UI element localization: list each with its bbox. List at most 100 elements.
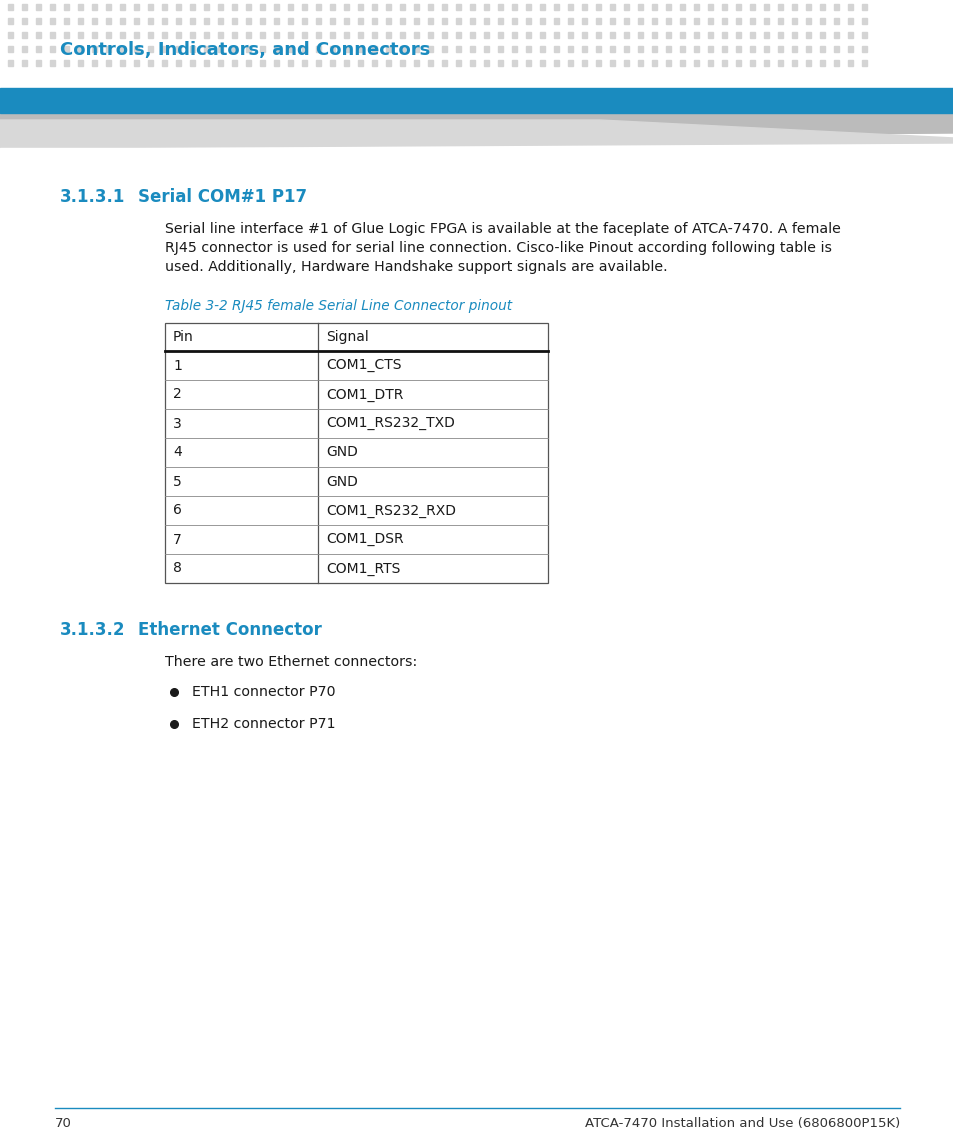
Bar bbox=[36, 3, 41, 10]
Text: 3.1.3.1: 3.1.3.1 bbox=[60, 188, 125, 206]
Bar bbox=[232, 46, 236, 52]
Bar bbox=[847, 60, 852, 66]
Bar bbox=[609, 46, 615, 52]
Bar bbox=[344, 3, 349, 10]
Bar bbox=[749, 46, 754, 52]
Bar bbox=[288, 3, 293, 10]
Bar bbox=[665, 32, 670, 38]
Text: There are two Ethernet connectors:: There are two Ethernet connectors: bbox=[165, 655, 416, 669]
Bar bbox=[260, 3, 265, 10]
Bar bbox=[833, 32, 838, 38]
Bar bbox=[175, 18, 181, 24]
Bar bbox=[162, 32, 167, 38]
Bar bbox=[483, 60, 489, 66]
Bar bbox=[651, 18, 657, 24]
Bar bbox=[288, 32, 293, 38]
Bar bbox=[623, 60, 628, 66]
Bar bbox=[862, 46, 866, 52]
Bar bbox=[833, 3, 838, 10]
Bar bbox=[78, 60, 83, 66]
Bar bbox=[721, 3, 726, 10]
Bar bbox=[763, 18, 768, 24]
Bar bbox=[525, 3, 531, 10]
Bar bbox=[679, 32, 684, 38]
Bar bbox=[862, 60, 866, 66]
Bar bbox=[497, 60, 502, 66]
Bar bbox=[302, 3, 307, 10]
Bar bbox=[441, 32, 447, 38]
Bar bbox=[372, 3, 376, 10]
Bar bbox=[315, 3, 320, 10]
Bar bbox=[651, 3, 657, 10]
Bar bbox=[470, 32, 475, 38]
Bar bbox=[22, 46, 27, 52]
Bar bbox=[288, 46, 293, 52]
Bar bbox=[623, 18, 628, 24]
Bar bbox=[344, 18, 349, 24]
Bar bbox=[749, 60, 754, 66]
Bar bbox=[120, 46, 125, 52]
Bar bbox=[862, 32, 866, 38]
Bar bbox=[596, 46, 600, 52]
Bar bbox=[735, 3, 740, 10]
Bar bbox=[315, 32, 320, 38]
Bar bbox=[470, 3, 475, 10]
Bar bbox=[707, 60, 712, 66]
Bar bbox=[91, 46, 97, 52]
Bar bbox=[497, 32, 502, 38]
Text: ETH1 connector P70: ETH1 connector P70 bbox=[192, 685, 335, 698]
Text: 7: 7 bbox=[172, 532, 182, 546]
Bar bbox=[218, 32, 223, 38]
Bar bbox=[91, 3, 97, 10]
Bar bbox=[707, 3, 712, 10]
Bar bbox=[64, 3, 69, 10]
Bar bbox=[190, 46, 194, 52]
Bar bbox=[148, 32, 152, 38]
Bar bbox=[106, 32, 111, 38]
Bar bbox=[539, 3, 544, 10]
Text: Controls, Indicators, and Connectors: Controls, Indicators, and Connectors bbox=[60, 41, 430, 60]
Text: COM1_RS232_RXD: COM1_RS232_RXD bbox=[326, 504, 456, 518]
Bar bbox=[190, 60, 194, 66]
Bar bbox=[50, 3, 55, 10]
Bar bbox=[218, 60, 223, 66]
Bar bbox=[735, 18, 740, 24]
Bar bbox=[609, 18, 615, 24]
Bar bbox=[763, 32, 768, 38]
Bar bbox=[778, 32, 782, 38]
Bar bbox=[581, 32, 586, 38]
Bar bbox=[651, 32, 657, 38]
Bar bbox=[8, 60, 13, 66]
Bar bbox=[204, 3, 209, 10]
Text: 70: 70 bbox=[55, 1118, 71, 1130]
Bar bbox=[190, 32, 194, 38]
Text: Signal: Signal bbox=[326, 330, 369, 344]
Bar bbox=[372, 46, 376, 52]
Bar bbox=[64, 32, 69, 38]
Bar bbox=[567, 18, 573, 24]
Bar bbox=[428, 32, 433, 38]
Bar bbox=[0, 88, 953, 113]
Bar bbox=[749, 3, 754, 10]
Bar bbox=[497, 3, 502, 10]
Bar bbox=[302, 32, 307, 38]
Bar bbox=[232, 32, 236, 38]
Bar bbox=[862, 3, 866, 10]
Bar bbox=[204, 46, 209, 52]
Bar bbox=[78, 18, 83, 24]
Bar bbox=[567, 3, 573, 10]
Bar bbox=[567, 46, 573, 52]
Bar bbox=[693, 60, 699, 66]
Bar bbox=[638, 32, 642, 38]
Bar bbox=[820, 32, 824, 38]
Bar bbox=[441, 60, 447, 66]
Bar bbox=[148, 46, 152, 52]
Bar bbox=[665, 18, 670, 24]
Bar bbox=[749, 32, 754, 38]
Bar bbox=[805, 32, 810, 38]
Bar bbox=[190, 3, 194, 10]
Bar bbox=[596, 18, 600, 24]
Bar bbox=[91, 32, 97, 38]
Bar bbox=[525, 60, 531, 66]
Text: COM1_RS232_TXD: COM1_RS232_TXD bbox=[326, 417, 455, 431]
